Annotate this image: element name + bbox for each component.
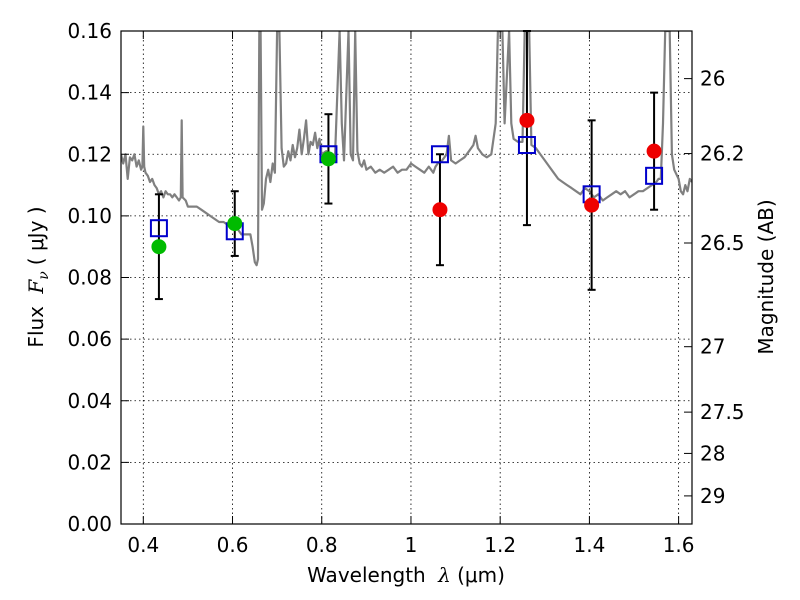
y-axis-label: Flux Fν( μJy ) [24, 206, 52, 347]
y-tick-label: 0.16 [67, 19, 112, 43]
y2-tick-label: 26 [700, 67, 725, 91]
y-tick-label: 0.04 [67, 389, 112, 413]
observed-point [646, 143, 662, 159]
marker-layer [149, 30, 664, 301]
observed-point [320, 151, 336, 167]
y2-tick-label: 29 [700, 484, 725, 508]
model-photometry-square [430, 145, 449, 164]
observed-point [432, 202, 448, 218]
x-tick-label: 0.4 [127, 533, 159, 557]
observed-point [227, 216, 243, 232]
x-tick-label: 1.6 [663, 533, 695, 557]
y-tick-label: 0.12 [67, 142, 112, 166]
model-photometry-square [517, 136, 536, 155]
y-tick-label: 0.06 [67, 327, 112, 351]
x-tick-label: 1.4 [573, 533, 605, 557]
y2-tick-label: 27.5 [700, 400, 745, 424]
x-tick-label: 1.2 [484, 533, 516, 557]
ticks [121, 30, 692, 525]
y2-tick-label: 27 [700, 335, 725, 359]
x-tick-label: 0.6 [217, 533, 249, 557]
grid [121, 31, 692, 524]
x-tick-label: 0.8 [306, 533, 338, 557]
y-tick-label: 0.02 [67, 450, 112, 474]
y2-tick-label: 26.2 [700, 142, 745, 166]
x-tick-label: 1 [405, 533, 418, 557]
y-tick-label: 0.00 [67, 512, 112, 536]
y2-axis-label: Magnitude (AB) [754, 199, 778, 354]
y-tick-label: 0.14 [67, 81, 112, 105]
observed-point [519, 112, 535, 128]
model-photometry-square [645, 166, 664, 185]
x-axis-label: Wavelength λ (μm) [307, 563, 505, 587]
y-tick-label: 0.10 [67, 204, 112, 228]
tick-labels: 0.4 0.6 0.8 1 1.2 1.4 1.6 0.00 0.02 0.04 0.06 0.08 0… [67, 19, 744, 557]
observed-point [151, 239, 167, 255]
y2-tick-label: 26.5 [700, 231, 745, 255]
y2-tick-label: 28 [700, 441, 725, 465]
y-tick-label: 0.08 [67, 266, 112, 290]
observed-point [584, 197, 600, 213]
model-photometry-square [149, 219, 168, 238]
